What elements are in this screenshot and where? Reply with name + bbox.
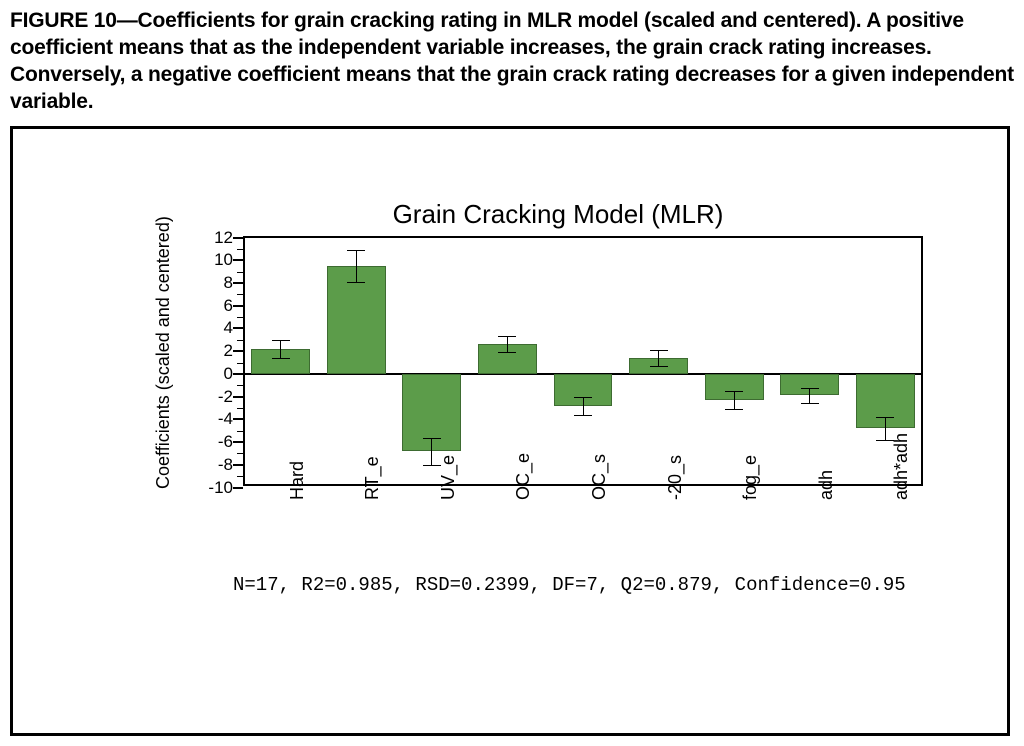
chart-container: Grain Cracking Model (MLR) -10-8-6-4-202… [173, 199, 943, 596]
error-cap [272, 358, 290, 359]
y-tick-label: -6 [193, 432, 233, 452]
error-cap [725, 391, 743, 392]
x-tick-label: UV_e [438, 454, 459, 499]
y-tick-minor [237, 453, 243, 454]
x-tick-label: adh*adh [891, 432, 912, 499]
y-tick [233, 464, 243, 466]
y-tick-minor [237, 317, 243, 318]
error-cap [801, 388, 819, 389]
error-cap [725, 409, 743, 410]
x-tick-label: OC_e [513, 452, 534, 499]
error-cap [423, 438, 441, 439]
y-tick-label: -10 [193, 478, 233, 498]
error-cap [347, 282, 365, 283]
y-tick [233, 327, 243, 329]
y-axis-label: Coefficients (scaled and centered) [153, 216, 174, 489]
error-bar [280, 340, 281, 358]
y-tick-label: 0 [193, 364, 233, 384]
x-tick-label: -20_s [665, 454, 686, 499]
figure-frame: Coefficients (scaled and centered) Grain… [10, 126, 1010, 736]
y-tick-label: 2 [193, 341, 233, 361]
y-tick-minor [237, 363, 243, 364]
x-tick-label: OC_s [589, 453, 610, 499]
error-bar [356, 250, 357, 282]
x-tick-label: adh [816, 469, 837, 499]
y-tick-label: 10 [193, 250, 233, 270]
error-cap [876, 417, 894, 418]
x-tick-label: fog_e [740, 454, 761, 499]
plot-area: -10-8-6-4-2024681012HardRT_eUV_eOC_eOC_s… [243, 236, 923, 486]
y-tick-label: -2 [193, 387, 233, 407]
y-tick-label: -8 [193, 455, 233, 475]
error-cap [272, 340, 290, 341]
y-tick-minor [237, 408, 243, 409]
y-tick-label: -4 [193, 409, 233, 429]
error-cap [498, 352, 516, 353]
error-cap [650, 350, 668, 351]
y-tick [233, 282, 243, 284]
error-cap [574, 415, 592, 416]
chart-title: Grain Cracking Model (MLR) [173, 199, 943, 230]
error-bar [507, 336, 508, 352]
error-bar [583, 397, 584, 415]
y-tick-minor [237, 431, 243, 432]
y-tick [233, 396, 243, 398]
y-axis-line [243, 236, 245, 486]
y-tick [233, 305, 243, 307]
error-bar [734, 391, 735, 409]
error-bar [809, 388, 810, 404]
y-tick [233, 418, 243, 420]
y-tick-label: 4 [193, 318, 233, 338]
y-tick-minor [237, 249, 243, 250]
error-cap [347, 250, 365, 251]
error-bar [885, 417, 886, 440]
y-tick-minor [237, 340, 243, 341]
y-tick [233, 441, 243, 443]
error-cap [498, 336, 516, 337]
y-tick [233, 373, 243, 375]
stats-line: N=17, R2=0.985, RSD=0.2399, DF=7, Q2=0.8… [233, 574, 943, 596]
y-tick [233, 259, 243, 261]
error-cap [801, 403, 819, 404]
y-tick-label: 6 [193, 296, 233, 316]
y-tick-label: 8 [193, 273, 233, 293]
y-tick-minor [237, 385, 243, 386]
y-tick-minor [237, 476, 243, 477]
figure-caption: FIGURE 10—Coefficients for grain crackin… [10, 8, 1014, 116]
error-bar [431, 438, 432, 465]
x-tick-label: RT_e [362, 456, 383, 500]
y-tick-minor [237, 294, 243, 295]
error-bar [658, 350, 659, 366]
y-tick [233, 350, 243, 352]
error-cap [650, 366, 668, 367]
y-tick-label: 12 [193, 228, 233, 248]
error-cap [574, 397, 592, 398]
y-tick [233, 237, 243, 239]
y-tick [233, 487, 243, 489]
x-tick-label: Hard [287, 460, 308, 499]
y-tick-minor [237, 272, 243, 273]
